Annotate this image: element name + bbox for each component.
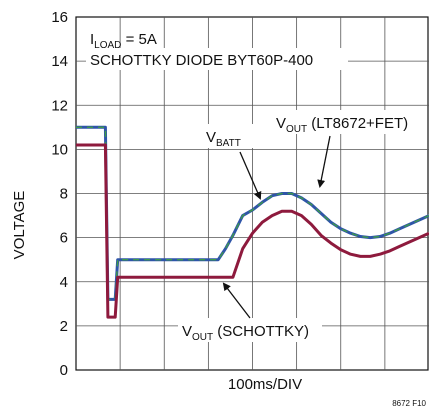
vout-fet-subscript: OUT: [286, 124, 307, 135]
vout-schottky-text: (SCHOTTKY): [213, 323, 309, 340]
series-line-1-dashed-overlay: [76, 126, 429, 301]
y-tick-label: 16: [51, 9, 68, 26]
y-tick-label: 4: [60, 274, 68, 291]
grid: [75, 16, 429, 371]
vbatt-label-background: [204, 124, 254, 148]
iload-annotation: ILOAD = 5A: [90, 31, 157, 51]
vout-schottky-subscript: OUT: [192, 332, 213, 343]
y-tick-label: 2: [60, 318, 68, 335]
vout-fet-arrow: [317, 135, 331, 188]
series-layer: [76, 125, 429, 319]
y-tick-label: 14: [51, 53, 68, 70]
iload-symbol: I: [90, 31, 94, 48]
x-axis-label: 100ms/DIV: [228, 376, 302, 393]
y-tick-label: 12: [51, 97, 68, 114]
y-tick-label: 0: [60, 362, 68, 379]
vout-fet-symbol: V: [276, 115, 286, 132]
vbatt-annotation: VBATT: [206, 129, 241, 149]
diode-annotation: SCHOTTKY DIODE BYT60P-400: [90, 52, 313, 69]
y-axis-label: VOLTAGE: [11, 191, 28, 260]
vout-schottky-label-background: [178, 318, 322, 342]
diode-label-background: [86, 48, 348, 70]
vout-fet-label-background: [273, 110, 425, 134]
y-tick-label: 8: [60, 186, 68, 203]
vbatt-symbol: V: [206, 129, 216, 146]
vout-schottky-annotation: VOUT (SCHOTTKY): [182, 323, 309, 343]
iload-subscript: LOAD: [94, 40, 121, 51]
y-tick-labels: 0 2 4 6 8 10 12 14 16: [51, 9, 68, 379]
vout-fet-annotation: VOUT (LT8672+FET): [276, 115, 408, 135]
series-line-2: [76, 143, 429, 319]
y-tick-label: 10: [51, 141, 68, 158]
figure-id: 8672 F10: [392, 399, 426, 408]
vbatt-arrow: [239, 151, 262, 200]
y-tick-label: 6: [60, 230, 68, 247]
vout-schottky-arrow: [222, 282, 251, 319]
vbatt-subscript: BATT: [216, 138, 241, 149]
vout-fet-text: (LT8672+FET): [307, 115, 408, 132]
vout-schottky-symbol: V: [182, 323, 192, 340]
iload-value: = 5A: [121, 31, 156, 48]
